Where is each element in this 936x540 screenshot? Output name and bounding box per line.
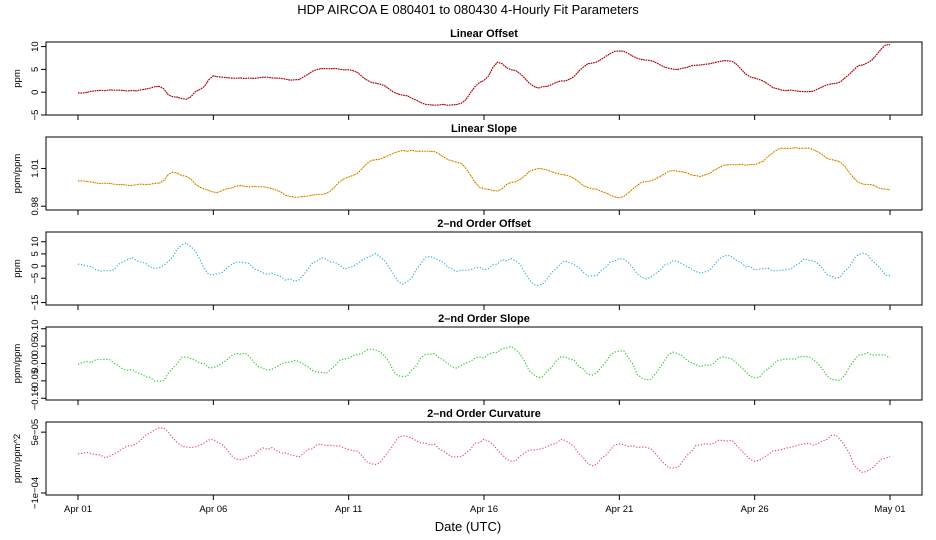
panel-title: 2–nd Order Slope bbox=[438, 313, 530, 325]
x-tick-label: May 01 bbox=[874, 504, 905, 515]
panel-4: 2–nd Order Slope −0.10−0.050.000.050.10 pp… bbox=[12, 313, 923, 410]
series-line bbox=[77, 427, 891, 474]
y-tick-label: −1e−04 bbox=[30, 477, 41, 509]
y-axis-label: ppm/ppm bbox=[12, 154, 23, 194]
y-tick-label: 0 bbox=[30, 90, 41, 95]
y-tick-label: 5 bbox=[30, 67, 41, 72]
y-axis-label: ppm bbox=[12, 69, 23, 88]
y-tick-label: −5 bbox=[30, 110, 41, 121]
series-line bbox=[77, 242, 891, 287]
panel-title: 2–nd Order Offset bbox=[437, 218, 531, 230]
panel-3: 2–nd Order Offset −15 −5 0 5 10 ppm bbox=[12, 218, 923, 311]
x-tick-label: Apr 11 bbox=[335, 504, 362, 515]
y-tick-label: 5 bbox=[30, 251, 41, 256]
x-axis: Apr 01 Apr 06 Apr 11 Apr 16 Apr 21 Apr 26 May … bbox=[64, 504, 906, 515]
y-tick-label: −5 bbox=[30, 273, 41, 284]
panel-title: Linear Offset bbox=[450, 28, 518, 40]
y-tick-label: 10 bbox=[30, 41, 41, 52]
panel-title: Linear Slope bbox=[451, 123, 517, 135]
x-tick-label: Apr 16 bbox=[470, 504, 498, 515]
y-tick-label: 0.98 bbox=[30, 197, 41, 216]
y-tick-label: 5e−05 bbox=[30, 419, 41, 446]
panel-2: Linear Slope 0.98 1.01 ppm/ppm bbox=[12, 123, 923, 216]
y-tick-label: −0.05 bbox=[30, 369, 41, 393]
y-tick-label: 10 bbox=[30, 236, 41, 247]
y-axis-label: ppm/ppm bbox=[12, 344, 23, 384]
y-tick-label: 1.01 bbox=[30, 159, 41, 178]
y-tick-label: −15 bbox=[30, 295, 41, 311]
y-axis-label: ppm bbox=[12, 259, 23, 278]
panel-frame bbox=[45, 326, 923, 401]
y-tick-label: 0.00 bbox=[30, 354, 41, 373]
x-tick-label: Apr 21 bbox=[605, 504, 633, 515]
x-tick-label: Apr 06 bbox=[199, 504, 227, 515]
panel-frame bbox=[45, 231, 923, 306]
series-line bbox=[77, 44, 891, 106]
series-line bbox=[77, 147, 891, 199]
series-line bbox=[77, 345, 891, 382]
x-axis-label: Date (UTC) bbox=[435, 519, 501, 534]
y-tick-label: −0.10 bbox=[30, 386, 41, 410]
y-tick-label: 0 bbox=[30, 263, 41, 268]
chart-title: HDP AIRCOA E 080401 to 080430 4-Hourly F… bbox=[297, 2, 639, 17]
panel-frame bbox=[45, 421, 923, 496]
y-tick-label: 0.05 bbox=[30, 337, 41, 356]
x-tick-label: Apr 01 bbox=[64, 504, 92, 515]
x-tick-label: Apr 26 bbox=[741, 504, 769, 515]
panel-frame bbox=[45, 41, 923, 116]
panel-5: 2–nd Order Curvature −1e−04 5e−05 ppm/ppm^2 bbox=[12, 408, 923, 509]
series-points bbox=[77, 44, 891, 106]
panel-title: 2–nd Order Curvature bbox=[427, 408, 541, 420]
panel-1: Linear Offset −5 0 5 10 ppm bbox=[12, 28, 923, 121]
y-axis-label: ppm/ppm^2 bbox=[12, 434, 23, 483]
series-points bbox=[77, 147, 891, 199]
y-tick-label: 0.10 bbox=[30, 319, 41, 338]
panels: Linear Offset −5 0 5 10 ppm Linear Slope 0.98 1.… bbox=[12, 28, 923, 509]
